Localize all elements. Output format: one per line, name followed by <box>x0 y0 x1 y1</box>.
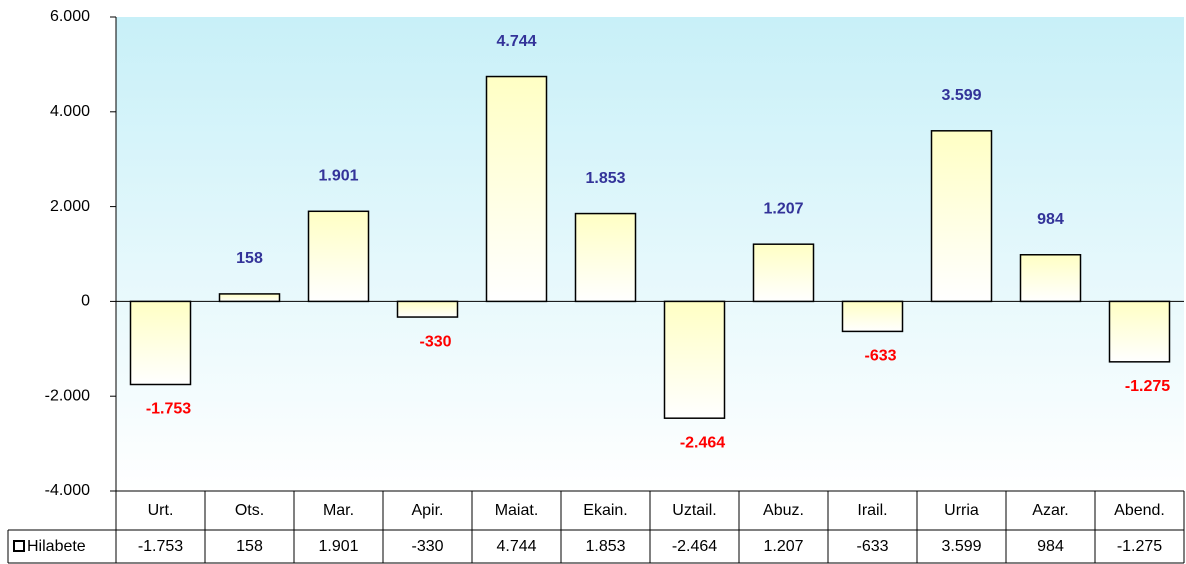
bar <box>218 293 281 303</box>
legend-label: Hilabete <box>27 538 86 555</box>
table-value: -1.753 <box>138 538 183 555</box>
x-tick-label: Apir. <box>411 502 443 519</box>
y-tick-label: -4.000 <box>45 482 90 499</box>
table-value: 1.207 <box>763 538 803 555</box>
data-label: -2.464 <box>680 434 725 451</box>
table-value: 1.853 <box>585 538 625 555</box>
y-tick-label: 0 <box>81 293 90 310</box>
bar <box>1019 254 1082 303</box>
bar <box>574 212 637 303</box>
data-label: 3.599 <box>941 87 981 104</box>
y-tick-label: -2.000 <box>45 387 90 404</box>
x-tick-label: Irail. <box>857 502 887 519</box>
data-label: 1.901 <box>318 168 358 185</box>
y-tick-label: 2.000 <box>50 198 90 215</box>
x-tick-label: Abend. <box>1114 502 1165 519</box>
y-tick-label: 6.000 <box>50 8 90 25</box>
table-value: 4.744 <box>496 538 536 555</box>
data-label: 158 <box>236 250 263 267</box>
table-value: 1.901 <box>318 538 358 555</box>
plot-area <box>116 17 1184 491</box>
data-label: 1.853 <box>585 170 625 187</box>
x-tick-label: Urt. <box>148 502 174 519</box>
table-value: -2.464 <box>672 538 717 555</box>
x-tick-label: Maiat. <box>495 502 539 519</box>
table-value: 3.599 <box>941 538 981 555</box>
x-tick-label: Urria <box>944 502 979 519</box>
bar <box>129 300 192 386</box>
data-label: 4.744 <box>496 33 536 50</box>
bar <box>841 300 904 333</box>
bar <box>1108 300 1171 363</box>
bar <box>752 243 815 303</box>
bar <box>930 130 993 303</box>
table-value: -1.275 <box>1117 538 1162 555</box>
legend-key <box>13 540 25 552</box>
x-tick-label: Uztail. <box>672 502 716 519</box>
data-label: -633 <box>864 348 896 365</box>
data-label: -330 <box>419 333 451 350</box>
data-label: 984 <box>1037 211 1064 228</box>
x-tick-label: Mar. <box>323 502 354 519</box>
table-value: -330 <box>411 538 443 555</box>
data-label: -1.275 <box>1125 378 1170 395</box>
x-tick-label: Azar. <box>1032 502 1068 519</box>
bar <box>396 300 459 318</box>
bar <box>307 210 370 303</box>
bar <box>485 75 548 303</box>
x-tick-label: Ekain. <box>583 502 627 519</box>
x-tick-label: Ots. <box>235 502 264 519</box>
data-label: 1.207 <box>763 200 803 217</box>
x-tick-label: Abuz. <box>763 502 804 519</box>
table-value: 984 <box>1037 538 1064 555</box>
table-value: 158 <box>236 538 263 555</box>
data-label: -1.753 <box>146 401 191 418</box>
y-tick-label: 4.000 <box>50 103 90 120</box>
bar <box>663 300 726 419</box>
table-value: -633 <box>856 538 888 555</box>
